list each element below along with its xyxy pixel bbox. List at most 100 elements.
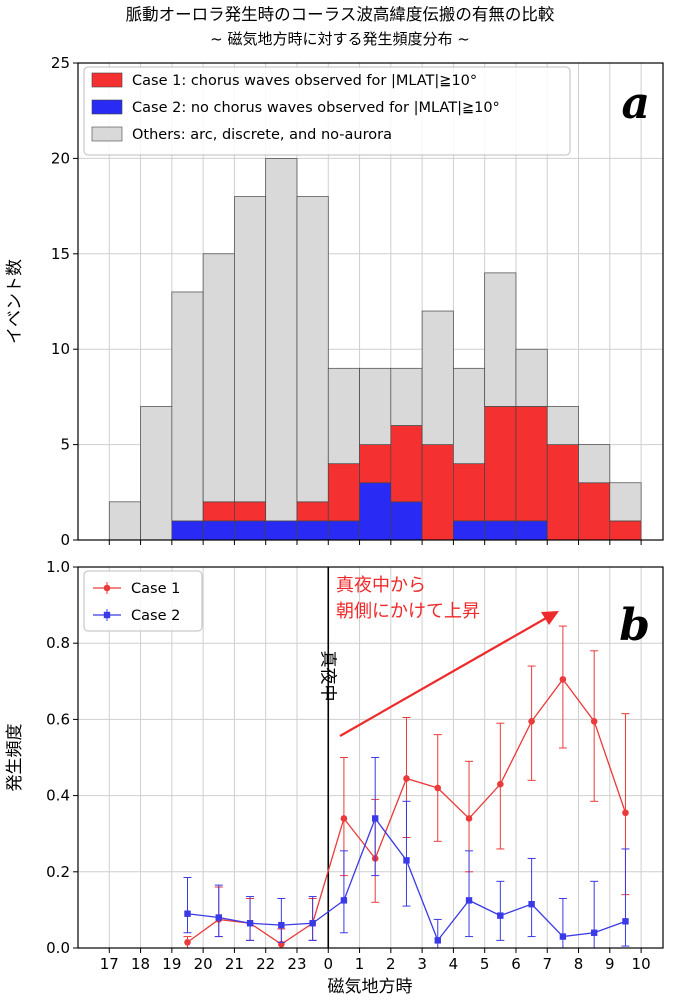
y-tick-label-a: 10: [51, 340, 70, 358]
bar-segment: [327, 463, 360, 522]
bar-segment: [140, 406, 173, 541]
data-point: [403, 857, 410, 864]
data-point: [434, 784, 442, 792]
data-point: [528, 900, 535, 908]
bar-segment: [296, 520, 329, 541]
x-tick-label: 0: [323, 955, 333, 973]
bar-segment: [234, 520, 267, 541]
panel-label-a: a: [621, 78, 650, 129]
series-case-2: [183, 757, 630, 949]
midnight-label: 真夜中: [317, 651, 337, 702]
panel-a: 0 5 10 15 20 25 イベント数 a Case 1: chorus waves obs…: [5, 54, 664, 549]
data-point: [215, 914, 222, 921]
x-tick-label: 18: [131, 955, 150, 973]
bar-segment: [108, 501, 141, 541]
legend-marker: [103, 584, 111, 592]
legend-swatch: [91, 99, 123, 115]
data-point: [590, 718, 598, 725]
x-tick-label: 4: [449, 955, 459, 973]
x-tick-label: 19: [162, 955, 181, 973]
bar-segment: [421, 444, 454, 541]
legend-b: Case 1 Case 2: [83, 570, 203, 632]
y-tick-label-b: 1.0: [46, 558, 70, 576]
y-tick-label-a: 0: [60, 531, 70, 549]
bar-segment: [327, 520, 360, 541]
data-point: [559, 676, 567, 683]
legend-a: Case 1: chorus waves observed for |MLAT|…: [83, 66, 571, 156]
x-tick-label: 8: [574, 955, 584, 973]
y-tick-label-a: 15: [51, 245, 70, 263]
x-tick-label: 20: [194, 955, 213, 973]
data-point: [434, 937, 441, 944]
data-point: [309, 920, 316, 927]
legend-swatch: [91, 126, 123, 142]
y-tick-label-a: 25: [51, 54, 70, 72]
bar-segment: [202, 501, 235, 522]
data-point: [528, 718, 535, 725]
x-tick-label: 21: [225, 955, 244, 973]
bar-segment: [453, 463, 486, 522]
x-tick-label: 3: [417, 955, 427, 973]
bar-segment: [265, 158, 298, 522]
bar-segment: [546, 444, 579, 541]
annotation-line-1: 真夜中から: [336, 575, 426, 596]
data-point: [497, 912, 504, 919]
x-tick-label: 6: [511, 955, 521, 973]
legend-box-a: [83, 66, 571, 156]
bar-segment: [234, 501, 267, 522]
bar-segment: [359, 482, 392, 541]
plot-frame-b: [77, 566, 664, 949]
bar-segment: [265, 520, 298, 541]
data-point: [465, 897, 473, 904]
y-tick-label-a: 5: [60, 436, 70, 454]
title-line-1: 脈動オーロラ発生時のコーラス波高緯度伝搬の有無の比較: [126, 5, 555, 24]
data-point: [403, 775, 410, 782]
y-tick-label-b: 0.8: [46, 634, 70, 652]
bar-segment: [453, 520, 486, 541]
data-point: [497, 780, 504, 788]
bar-segment: [390, 501, 423, 541]
bar-segment: [515, 520, 548, 541]
y-tick-label-a: 20: [51, 149, 70, 167]
legend-entry: Case 1: chorus waves observed for |MLAT|…: [132, 73, 477, 89]
bar-segment: [578, 482, 611, 541]
x-tick-label: 9: [605, 955, 615, 973]
bar-segment: [202, 520, 235, 541]
panel-label-b: b: [619, 600, 650, 651]
data-point: [371, 815, 379, 822]
bar-segment: [234, 196, 267, 503]
bar-segment: [484, 272, 517, 407]
x-tick-label: 17: [100, 955, 119, 973]
data-point: [622, 809, 629, 817]
data-point: [622, 918, 629, 925]
x-tick-label: 2: [386, 955, 396, 973]
x-tick-label: 23: [287, 955, 306, 973]
bar-segment: [515, 406, 548, 522]
bar-segment: [171, 291, 204, 522]
title-line-2: ~ 磁気地方時に対する発生頻度分布 ~: [210, 30, 470, 48]
bar-segment: [359, 367, 392, 445]
x-tick-label: 7: [542, 955, 552, 973]
plot-frame-a: [77, 62, 664, 541]
bar-segment: [484, 520, 517, 541]
x-tick-label: 1: [355, 955, 365, 973]
bar-segment: [421, 310, 454, 445]
legend-box-b: [83, 570, 203, 632]
data-point: [340, 897, 348, 904]
data-point: [278, 921, 285, 929]
data-point: [340, 815, 348, 822]
bar-segment: [202, 253, 235, 503]
bar-segment: [515, 348, 548, 407]
legend-entry: Others: arc, discrete, and no-aurora: [132, 127, 392, 143]
bar-segment: [453, 367, 486, 465]
legend-swatch: [91, 72, 123, 88]
data-point: [559, 933, 567, 940]
y-tick-label-b: 0.4: [46, 787, 70, 805]
bar-segment: [296, 501, 329, 522]
bar-segment: [359, 444, 392, 484]
trend-arrow-head: [541, 611, 559, 625]
y-axis-label-b: 発生頻度: [5, 724, 25, 792]
y-axis-label-a: イベント数: [5, 259, 25, 344]
x-tick-label: 22: [256, 955, 275, 973]
